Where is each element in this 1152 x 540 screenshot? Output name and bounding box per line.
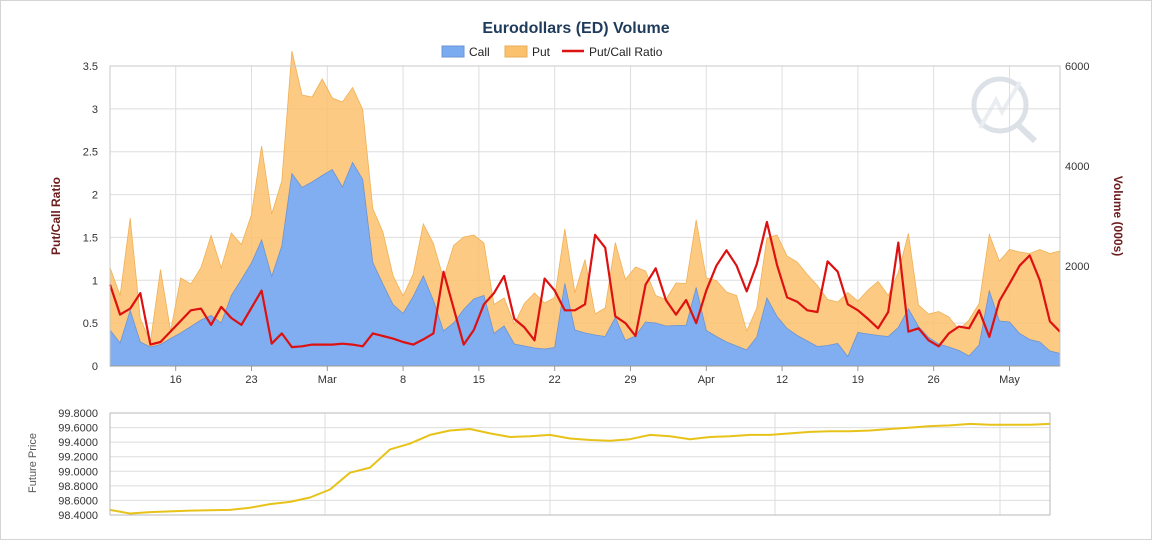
x-tick-label: 15 xyxy=(473,374,485,386)
x-tick-label: 12 xyxy=(776,374,788,386)
legend-swatch-call xyxy=(441,45,465,58)
left-tick-label: 0.5 xyxy=(83,318,98,330)
left-axis-title: Put/Call Ratio xyxy=(49,177,63,255)
chart-title: Eurodollars (ED) Volume xyxy=(482,20,669,37)
left-tick-label: 3.5 xyxy=(83,61,98,73)
future-tick-label: 98.4000 xyxy=(58,510,98,522)
put-call-ratio-line xyxy=(108,220,1061,349)
right-tick-label: 6000 xyxy=(1065,61,1089,73)
legend[interactable]: Call Put Put/Call Ratio xyxy=(441,45,663,59)
right-tick-label: 4000 xyxy=(1065,161,1089,173)
x-tick-label: 19 xyxy=(852,374,864,386)
left-axis-ticks: 0 0.5 1 1.5 2 2.5 3 3.5 xyxy=(83,61,98,373)
future-tick-label: 99.0000 xyxy=(58,466,98,478)
left-tick-label: 3 xyxy=(92,104,98,116)
x-tick-label: 22 xyxy=(549,374,561,386)
volume-areas xyxy=(109,50,1061,367)
main-axes xyxy=(109,65,1061,367)
future-tick-label: 98.8000 xyxy=(58,481,98,493)
future-tick-label: 99.2000 xyxy=(58,452,98,464)
x-tick-label: 26 xyxy=(928,374,940,386)
watermark-logo xyxy=(971,76,1038,144)
x-tick-label: 23 xyxy=(245,374,257,386)
left-tick-label: 0 xyxy=(92,361,98,373)
future-axis-title: Future Price xyxy=(27,433,39,493)
right-axis-title: Volume (000s) xyxy=(1111,176,1125,256)
x-tick-label: 29 xyxy=(624,374,636,386)
left-tick-label: 2 xyxy=(92,190,98,202)
ratio-line xyxy=(108,220,1061,349)
legend-label-ratio: Put/Call Ratio xyxy=(589,45,663,59)
legend-label-call: Call xyxy=(469,45,490,59)
right-tick-label: 2000 xyxy=(1065,261,1089,273)
future-line xyxy=(109,422,1051,515)
future-price-line xyxy=(109,422,1051,515)
legend-label-put: Put xyxy=(532,45,551,59)
left-tick-label: 1.5 xyxy=(83,232,98,244)
future-tick-label: 98.6000 xyxy=(58,495,98,507)
left-tick-label: 1 xyxy=(92,275,98,287)
right-axis-ticks: 2000 4000 6000 xyxy=(1065,61,1089,273)
legend-swatch-put xyxy=(504,45,528,58)
x-tick-label: Apr xyxy=(698,374,715,386)
future-tick-label: 99.6000 xyxy=(58,423,98,435)
x-tick-label: May xyxy=(999,374,1020,386)
future-plot-border xyxy=(109,412,1051,516)
future-axes xyxy=(109,412,1051,516)
x-tick-label: 8 xyxy=(400,374,406,386)
future-tick-label: 99.4000 xyxy=(58,437,98,449)
x-tick-label: 16 xyxy=(170,374,182,386)
left-tick-label: 2.5 xyxy=(83,147,98,159)
future-axis-ticks: 98.4000 98.6000 98.8000 99.0000 99.2000 99.40… xyxy=(58,408,98,522)
x-axis-ticks: 16 23 Mar 8 15 22 29 Apr 12 19 26 May xyxy=(170,366,1020,386)
x-tick-label: Mar xyxy=(318,374,337,386)
future-tick-label: 99.8000 xyxy=(58,408,98,420)
